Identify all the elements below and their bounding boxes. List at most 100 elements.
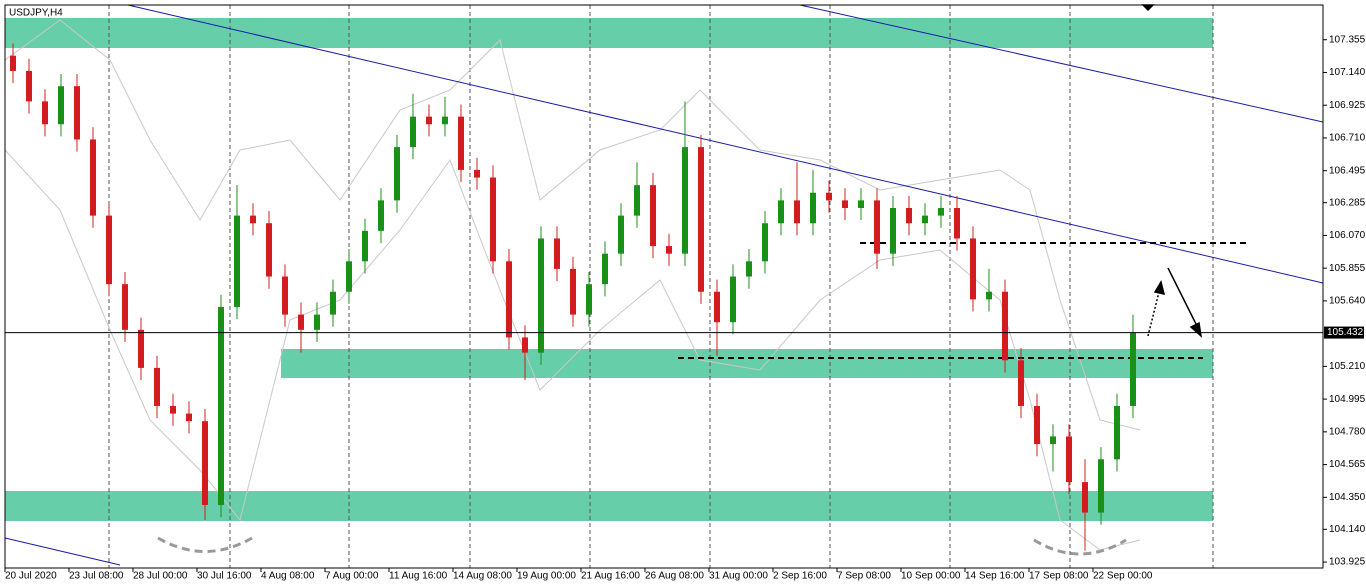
arrow-head [1153,280,1166,295]
y-tick-label: 104.140 [1329,524,1366,535]
candle-body [1066,436,1072,483]
candle-body [410,116,416,148]
y-tick-label: 106.070 [1329,230,1366,241]
x-tick-label: 17 Sep 08:00 [1029,571,1089,582]
candle-body [490,177,496,262]
candle-body [746,261,752,277]
candle-body [602,253,608,285]
x-tick-label: 7 Sep 08:00 [837,571,891,582]
candle-body [474,169,480,178]
chart-title: USDJPY,H4 [9,8,63,19]
candle-body [538,238,544,353]
candle-body [714,291,720,323]
candle-body [858,200,864,208]
y-tick-label: 104.995 [1329,394,1366,405]
candle-body [522,337,528,353]
trendline [799,4,1324,123]
plot-frame [4,4,1324,569]
y-tick-label: 106.710 [1329,133,1366,144]
candle-body [586,284,592,315]
candle-body [1098,459,1104,513]
candle-body [218,306,224,505]
y-tick-label: 106.285 [1329,197,1366,208]
candle-body [314,314,320,330]
zone [5,491,1213,521]
y-tick-label: 105.855 [1329,263,1366,274]
candle-body [906,207,912,224]
candle-body [954,207,960,239]
x-tick-label: 7 Aug 00:00 [325,571,379,582]
upper-band [4,19,1141,431]
candle-body [650,185,656,247]
candle-body [202,421,208,505]
candle-body [618,215,624,254]
candle-body [506,261,512,338]
y-tick-label: 106.925 [1329,100,1366,111]
y-tick-label: 104.780 [1329,426,1366,437]
trendlines [4,4,1324,566]
candle-body [1050,436,1056,445]
candle-body [938,207,944,216]
arrow [1167,267,1199,329]
y-tick-label: 105.640 [1329,296,1366,307]
candle-body [426,116,432,125]
candle-body [794,200,800,224]
last-price-label: 105.432 [1327,327,1364,338]
candle-body [698,147,704,292]
candle-body [762,223,768,262]
levels [678,242,1250,359]
candle-body [138,329,144,368]
arrow [1147,291,1160,337]
candle-body [1034,405,1040,445]
candle-body [346,261,352,292]
candle-body [842,200,848,208]
candle-body [1130,332,1136,406]
x-tick-label: 20 Jul 2020 [5,571,57,582]
y-tick-label: 107.355 [1329,34,1366,45]
trendline [127,4,1324,284]
candle-body [10,55,16,71]
candle-body [378,200,384,231]
x-tick-label: 2 Sep 16:00 [773,571,827,582]
candle-body [58,86,64,125]
y-tick-label: 105.210 [1329,361,1366,372]
x-tick-label: 19 Aug 00:00 [517,571,576,582]
plot [10,43,1136,551]
x-tick-label: 28 Jul 00:00 [133,571,188,582]
candle-body [458,116,464,170]
candle-body [298,314,304,330]
candle-body [666,246,672,254]
candle-body [810,192,816,224]
candle-body [1082,482,1088,513]
x-tick-label: 23 Jul 08:00 [69,571,124,582]
candle-body [90,139,96,216]
candle-body [362,230,368,262]
candle-body [1114,405,1120,460]
x-tick-label: 22 Sep 00:00 [1093,571,1153,582]
candle-body [682,147,688,254]
x-tick-label: 31 Aug 00:00 [709,571,768,582]
candle-body [634,185,640,216]
candle-body [394,147,400,201]
x-tick-label: 14 Sep 16:00 [965,571,1025,582]
candle-body [106,215,112,285]
x-tick-label: 21 Aug 16:00 [581,571,640,582]
y-tick-label: 103.925 [1329,557,1366,568]
candle-body [554,238,560,269]
candle-body [874,200,880,254]
candle-body [730,276,736,323]
x-tick-label: 26 Aug 08:00 [645,571,704,582]
trendline [4,537,121,566]
candle-body [234,215,240,307]
candle-body [442,116,448,125]
candle-body [986,291,992,300]
candle-body [778,200,784,224]
x-tick-label: 30 Jul 16:00 [197,571,252,582]
candle-body [170,405,176,414]
last-price-box [1324,326,1364,339]
candle-body [74,86,80,140]
y-tick-label: 107.140 [1329,67,1366,78]
candle-body [890,207,896,254]
candle-body [826,192,832,201]
